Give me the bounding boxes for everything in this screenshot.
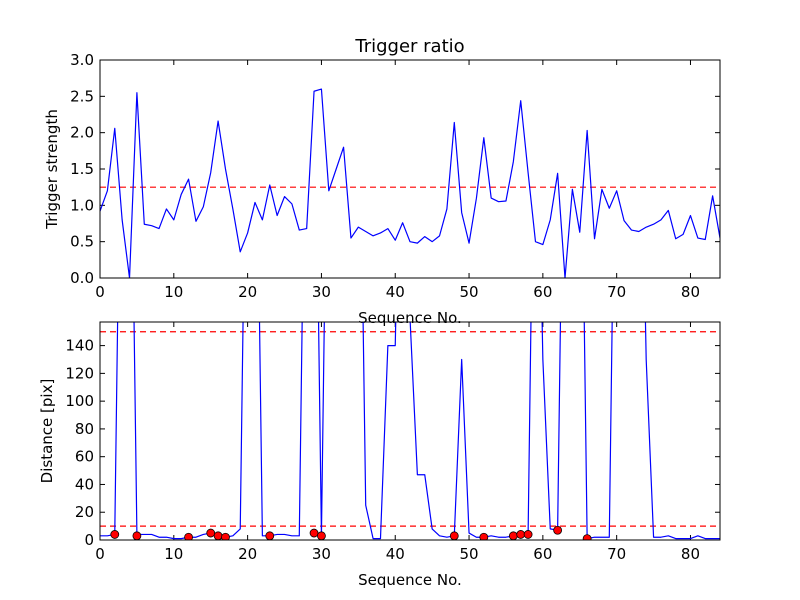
data-point — [523, 530, 533, 539]
data-point — [309, 528, 319, 538]
x-tick-label: 10 — [164, 545, 183, 563]
y-tick-label: 3.0 — [70, 51, 94, 69]
data-point — [110, 530, 120, 539]
distance-chart: 0 10 20 30 40 50 60 70 80 0 20 40 60 80 100 120 140 Sequ… — [38, 321, 721, 589]
x-tick-label: 0 — [95, 283, 105, 301]
x-tick-label: 40 — [386, 283, 405, 301]
y-tick-label: 140 — [65, 337, 94, 355]
x-tick-label: 0 — [95, 545, 105, 563]
y-tick-label: 1.0 — [70, 196, 94, 214]
y-tick-label: 60 — [75, 448, 94, 466]
tick-group: 0 10 20 30 40 50 60 70 80 0 20 40 60 80 100 120 140 — [65, 322, 720, 563]
x-tick-label: 80 — [681, 283, 700, 301]
x-tick-label: 50 — [460, 283, 479, 301]
x-tick-label: 10 — [164, 283, 183, 301]
x-tick-label: 70 — [607, 283, 626, 301]
data-point — [508, 531, 518, 540]
plot-frame — [99, 59, 721, 279]
x-tick-label: 50 — [460, 545, 479, 563]
marker-group — [110, 525, 592, 540]
y-tick-label: 120 — [65, 364, 94, 382]
x-tick-label: 60 — [533, 283, 552, 301]
data-point — [221, 532, 230, 540]
y-tick-label: 20 — [75, 503, 94, 521]
data-point — [479, 532, 489, 540]
x-tick-label: 30 — [312, 545, 331, 563]
x-tick-label: 60 — [533, 545, 552, 563]
series-group — [100, 88, 720, 278]
trigger-ratio-chart: Trigger ratio 0 10 20 30 40 50 60 70 80 0.0 0.5 1.0… — [43, 36, 721, 327]
data-point — [317, 531, 326, 540]
y-tick-label: 100 — [65, 392, 94, 410]
data-point — [265, 531, 275, 540]
y-tick-label: 80 — [75, 420, 94, 438]
x-tick-label: 20 — [238, 545, 257, 563]
x-tick-label: 70 — [607, 545, 626, 563]
series-line — [100, 322, 720, 540]
data-point — [213, 531, 223, 540]
y-tick-label: 2.5 — [70, 87, 94, 105]
y-tick-label: 0 — [84, 531, 94, 549]
y-tick-label: 2.0 — [70, 124, 94, 142]
data-point — [553, 525, 563, 535]
plot-clip — [100, 88, 720, 278]
data-point — [449, 531, 459, 540]
data-point — [582, 534, 592, 540]
plot-frame — [99, 321, 721, 541]
x-tick-label: 20 — [238, 283, 257, 301]
series-line — [100, 88, 720, 278]
y-tick-label: 40 — [75, 475, 94, 493]
x-tick-label: 30 — [312, 283, 331, 301]
x-axis-label: Sequence No. — [358, 571, 462, 589]
y-tick-label: 0.0 — [70, 269, 94, 287]
series-group — [100, 322, 720, 540]
data-point — [516, 530, 526, 539]
y-axis-label: Distance [pix] — [38, 379, 56, 484]
x-tick-label: 80 — [681, 545, 700, 563]
y-tick-label: 1.5 — [70, 160, 94, 178]
data-point — [206, 528, 216, 538]
y-axis-label: Trigger strength — [43, 109, 61, 230]
reference-lines — [100, 331, 720, 527]
tick-group: 0 10 20 30 40 50 60 70 80 0.0 0.5 1.0 1.5 2.0 2.5 3.0 — [70, 51, 720, 301]
chart-title: Trigger ratio — [354, 36, 464, 57]
y-tick-label: 0.5 — [70, 233, 94, 251]
data-point — [132, 531, 142, 540]
plot-clip — [100, 322, 720, 540]
data-point — [184, 532, 193, 540]
x-tick-label: 40 — [386, 545, 405, 563]
